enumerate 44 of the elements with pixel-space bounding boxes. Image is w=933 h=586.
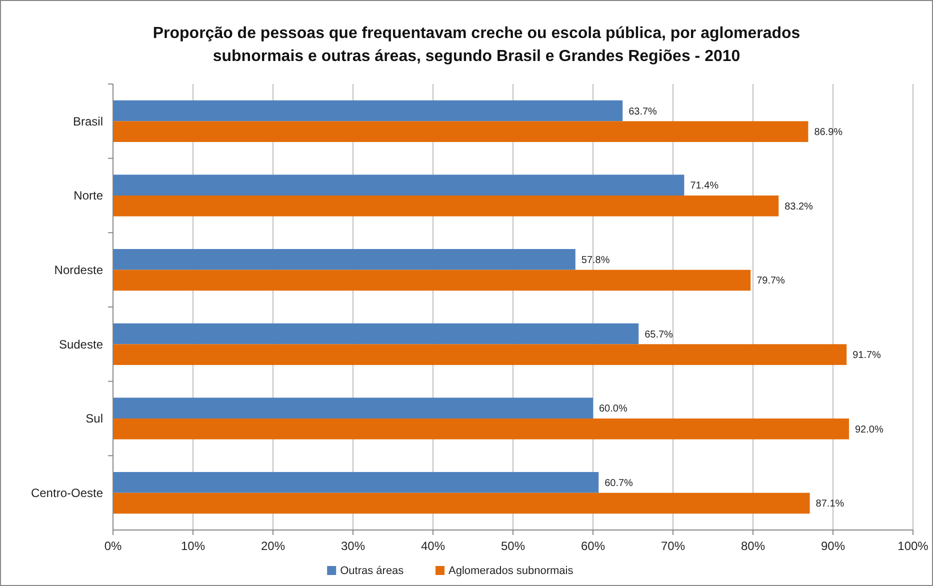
x-tick-label: 80% (740, 539, 766, 553)
data-label: 92.0% (855, 424, 884, 436)
y-tick-label: Brasil (72, 114, 103, 128)
x-tick-label: 90% (820, 539, 846, 553)
data-label: 57.8% (581, 254, 610, 266)
x-tick-label: 70% (660, 539, 686, 553)
data-label: 65.7% (644, 329, 674, 340)
data-label: 87.1% (816, 498, 844, 510)
data-label: 60.0% (599, 404, 628, 415)
x-tick-label: 20% (260, 539, 286, 553)
bar (113, 121, 808, 142)
x-tick-label: 30% (340, 539, 366, 553)
data-label: 79.7% (756, 276, 786, 287)
bar (113, 174, 684, 196)
y-tick-label: Sudeste (58, 337, 104, 352)
data-label: 60.7% (604, 478, 634, 489)
bar (113, 492, 810, 514)
y-tick-label: Sul (86, 412, 103, 426)
bar (113, 472, 599, 493)
data-label: 91.7% (852, 350, 882, 362)
bar (113, 270, 751, 291)
y-tick-label: Nordeste (54, 263, 104, 278)
data-label: 83.2% (784, 201, 814, 212)
data-label: 63.7% (628, 106, 658, 118)
bar (113, 100, 623, 122)
bar (113, 344, 847, 365)
x-tick-label: 40% (420, 539, 446, 553)
chart-title: Proporção de pessoas que frequentavam creche ou escola pública, por aglomerados subnormais e outras áreas, segundo Brasil e Grandes Regiões - 2010 (152, 25, 800, 65)
x-tick-label: 10% (180, 539, 206, 553)
bar (113, 418, 849, 440)
x-tick-label: 50% (500, 539, 526, 553)
legend-label: Aglomerados subnormais (448, 565, 574, 577)
y-tick-label: Centro-Oeste (30, 486, 104, 500)
data-label: 71.4% (690, 180, 719, 192)
legend-label: Outras áreas (340, 565, 404, 577)
data-label: 86.9% (814, 127, 843, 138)
bar (113, 398, 593, 418)
x-tick-label: 60% (580, 539, 606, 553)
bar (113, 249, 576, 270)
bar (113, 323, 639, 344)
bar (113, 196, 779, 216)
x-tick-label: 100% (898, 539, 929, 553)
y-tick-label: Norte (74, 188, 104, 203)
x-tick-label: 0% (104, 539, 122, 553)
